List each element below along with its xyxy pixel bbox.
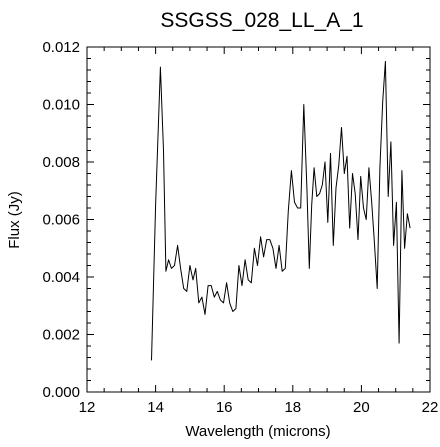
axes: 12 14 16 18 20 22 0.000 0.002 0.004 0.006 0.008 0.0… xyxy=(42,39,438,416)
plot-area xyxy=(151,60,411,361)
x-tick-label: 22 xyxy=(422,399,439,416)
x-axis-label: Wavelength (microns) xyxy=(185,423,330,440)
x-tick-label: 20 xyxy=(353,399,370,416)
y-tick-label: 0.006 xyxy=(42,212,80,229)
y-tick-label: 0.004 xyxy=(42,269,80,286)
x-tick-label: 12 xyxy=(79,399,96,416)
x-tick-label: 16 xyxy=(216,399,233,416)
y-tick-label: 0.000 xyxy=(42,384,80,401)
y-tick-label: 0.008 xyxy=(42,154,80,171)
y-tick-label: 0.012 xyxy=(42,39,80,56)
x-tick-label: 14 xyxy=(147,399,164,416)
spectrum-line xyxy=(151,60,411,361)
y-tick-label: 0.002 xyxy=(42,327,80,344)
chart-title: SSGSS_028_LL_A_1 xyxy=(160,9,363,32)
y-tick-label: 0.010 xyxy=(42,97,80,114)
y-axis-label: Flux (Jy) xyxy=(6,191,23,249)
x-tick-label: 18 xyxy=(284,399,301,416)
